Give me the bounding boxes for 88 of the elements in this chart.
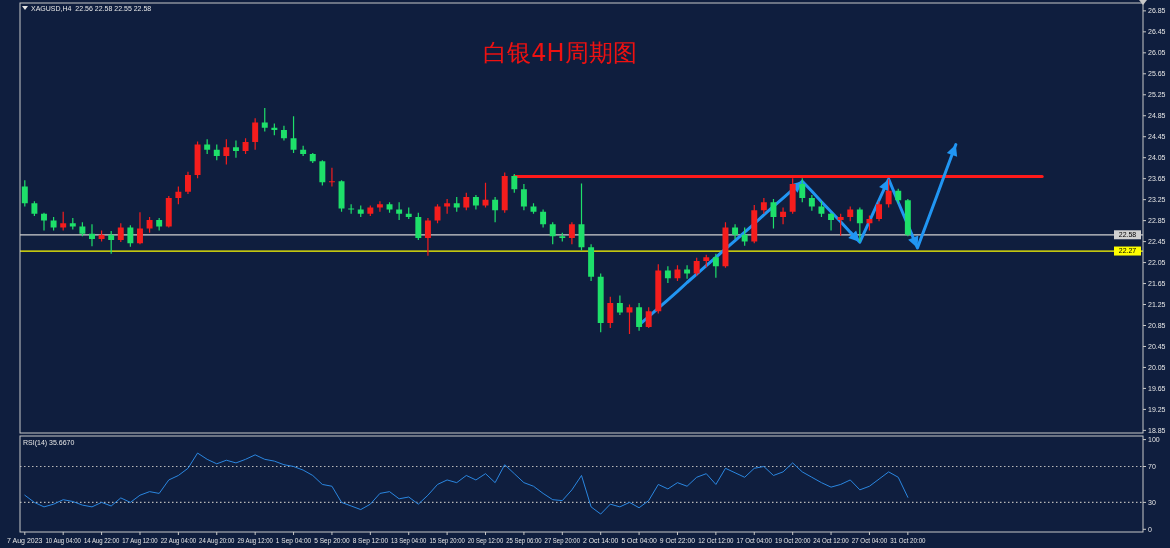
candlestick: [741, 227, 748, 246]
candlestick: [895, 188, 902, 204]
candlestick: [540, 209, 547, 228]
candlestick: [328, 167, 335, 187]
candlestick: [89, 224, 95, 247]
candlestick: [204, 139, 211, 155]
candlestick: [808, 194, 815, 211]
candlestick: [146, 216, 153, 233]
candlestick: [444, 199, 451, 214]
candlestick: [684, 265, 691, 279]
candlestick: [616, 295, 623, 316]
candlestick: [175, 186, 182, 205]
candlestick: [520, 183, 527, 211]
candlestick: [703, 254, 710, 268]
candlestick: [856, 207, 863, 243]
candlestick: [472, 194, 479, 210]
candlestick: [386, 202, 393, 213]
candlestick: [847, 206, 854, 222]
candlestick: [21, 180, 28, 207]
candlestick: [828, 212, 835, 231]
candlestick: [194, 141, 201, 179]
candlestick: [760, 198, 767, 214]
candlestick: [108, 231, 115, 254]
candlestick: [223, 139, 230, 165]
candlestick: [453, 197, 460, 212]
candlestick: [405, 207, 412, 220]
candlestick: [348, 204, 355, 214]
candlestick: [712, 253, 719, 278]
candlestick: [511, 173, 518, 193]
candlestick: [98, 230, 105, 242]
candlestick: [165, 195, 172, 228]
candlestick: [117, 223, 124, 243]
candlestick: [693, 257, 700, 276]
candlestick: [607, 296, 614, 329]
candlestick: [434, 204, 441, 224]
candlestick: [559, 232, 566, 242]
candlestick: [732, 224, 739, 239]
candlestick: [290, 116, 297, 153]
candlestick: [309, 152, 316, 163]
candlestick: [300, 145, 307, 157]
candlestick: [319, 160, 326, 186]
candlestick: [770, 199, 777, 229]
candlestick: [41, 212, 47, 231]
line-series: [24, 452, 909, 515]
candlestick: [213, 144, 220, 161]
candlestick: [127, 225, 134, 247]
candlestick: [636, 302, 643, 331]
candlestick: [367, 205, 374, 216]
candlestick: [79, 222, 86, 237]
candlestick: [137, 212, 143, 245]
candlestick: [280, 125, 287, 141]
candlestick: [588, 244, 595, 281]
candlestick: [232, 140, 239, 158]
candlestick: [184, 171, 191, 194]
candlestick: [396, 202, 403, 221]
candlestick: [261, 107, 268, 132]
candlestick: [50, 216, 57, 231]
candlestick: [424, 218, 431, 256]
candlestick: [751, 204, 758, 244]
candlestick: [252, 118, 259, 150]
candlestick: [338, 180, 345, 212]
candlestick: [645, 307, 652, 329]
candlestick: [357, 205, 364, 217]
candlestick: [837, 213, 844, 236]
candlestick: [31, 201, 38, 216]
candlestick: [376, 201, 383, 212]
candlestick: [568, 222, 575, 245]
candlestick: [799, 178, 806, 203]
candlestick: [492, 197, 499, 223]
candlestick: [463, 192, 470, 211]
candlestick: [60, 211, 67, 231]
candlestick: [722, 222, 729, 268]
candlestick: [655, 264, 662, 314]
candlestick: [242, 138, 249, 155]
candlestick: [664, 266, 671, 284]
candlestick: [597, 273, 604, 333]
candlestick: [818, 201, 825, 217]
candlestick: [876, 201, 883, 222]
candlestick: [866, 215, 873, 231]
text: 白银4H周期图: [483, 39, 637, 67]
candlestick: [501, 172, 508, 213]
candlestick: [415, 212, 422, 241]
candlestick: [549, 222, 556, 245]
candlestick: [780, 207, 787, 225]
candlestick: [156, 218, 163, 231]
candlestick: [904, 199, 911, 237]
candlestick: [530, 203, 537, 214]
candlestick: [69, 218, 76, 230]
